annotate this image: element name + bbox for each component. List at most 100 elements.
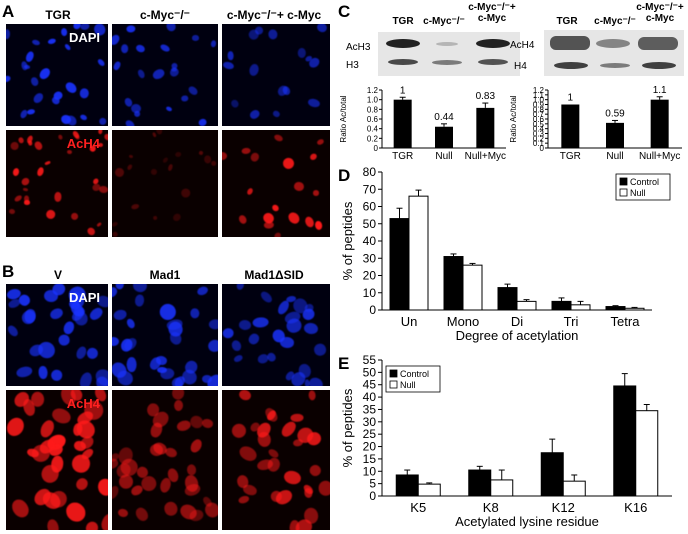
panel-c-label: C bbox=[338, 2, 351, 21]
micrograph-b-mad1dsid-dapi bbox=[222, 284, 330, 386]
x-tick-label: TGR bbox=[560, 151, 581, 162]
blot-lane-label: c-Myc⁻/⁻ bbox=[423, 16, 465, 27]
x-tick-label: Mono bbox=[447, 314, 480, 329]
bar bbox=[435, 126, 453, 148]
bar bbox=[476, 107, 495, 148]
bar-control bbox=[551, 300, 572, 311]
bar bbox=[393, 99, 412, 148]
y-tick-label: 0.9 bbox=[533, 101, 545, 110]
y-tick-label: 20 bbox=[363, 269, 377, 283]
y-tick-label: 30 bbox=[363, 415, 377, 429]
micrograph-a-rescue-dapi bbox=[222, 24, 330, 126]
data-label: 1 bbox=[400, 85, 406, 96]
y-axis-label: Ratio Ac/total bbox=[339, 95, 348, 142]
legend-swatch bbox=[389, 369, 398, 378]
y-tick-label: 1.0 bbox=[367, 96, 379, 105]
legend-label: Control bbox=[400, 369, 429, 379]
y-tick-label: 0 bbox=[369, 489, 376, 503]
data-label: 0.59 bbox=[605, 108, 625, 119]
bar-null bbox=[570, 304, 591, 311]
micrograph-a-tgr-dapi: DAPI bbox=[6, 24, 108, 126]
y-tick-label: 0.8 bbox=[533, 105, 545, 114]
y-tick-label: 35 bbox=[363, 402, 377, 416]
data-label: 1.1 bbox=[653, 85, 667, 96]
chart-c-left: 00.20.40.60.81.01.2 Ratio Ac/total 1 TGR 0.4… bbox=[339, 85, 506, 162]
y-tick-label: 40 bbox=[363, 390, 377, 404]
y-tick-label: 1.2 bbox=[533, 86, 545, 95]
stain-label-ach4: AcH4 bbox=[66, 396, 100, 411]
stain-label-ach4: AcH4 bbox=[66, 136, 100, 151]
bar bbox=[561, 104, 580, 148]
x-axis-label: Degree of acetylation bbox=[456, 328, 579, 343]
y-tick-label: 45 bbox=[363, 378, 377, 392]
blot-lane-label: c-Myc⁻/⁻+ c-Myc bbox=[468, 2, 516, 24]
legend-label: Control bbox=[630, 177, 659, 187]
stain-label-dapi: DAPI bbox=[68, 290, 100, 305]
panel-a-col-rescue: c-Myc⁻/⁻+ c-Myc bbox=[226, 8, 322, 22]
data-label: 1 bbox=[568, 93, 574, 104]
panel-a-label: A bbox=[2, 2, 15, 21]
y-tick-label: 0.6 bbox=[367, 115, 379, 124]
x-tick-label: K16 bbox=[624, 500, 647, 515]
y-tick-label: 0.4 bbox=[533, 125, 545, 134]
x-tick-label: Null+Myc bbox=[639, 151, 680, 162]
y-tick-label: 10 bbox=[363, 286, 377, 300]
blot-row-label: AcH4 bbox=[510, 40, 535, 51]
micrograph-a-tgr-ach4: AcH4 bbox=[6, 130, 108, 237]
y-tick-label: 50 bbox=[363, 365, 377, 379]
x-tick-label: Null bbox=[435, 151, 452, 162]
y-tick-label: 0.6 bbox=[533, 115, 545, 124]
panel-b-col-v: V bbox=[53, 268, 62, 282]
x-tick-label: Null bbox=[606, 151, 623, 162]
x-tick-label: Tri bbox=[564, 314, 579, 329]
y-tick-label: 1.0 bbox=[533, 96, 545, 105]
legend-label: Null bbox=[630, 188, 646, 198]
y-axis-label: % of peptides bbox=[340, 388, 355, 467]
bar-control bbox=[395, 474, 419, 497]
blot-lane-label: TGR bbox=[556, 16, 578, 27]
y-tick-label: 1.1 bbox=[533, 91, 545, 100]
panel-a-col-null: c-Myc⁻/⁻ bbox=[139, 8, 190, 22]
data-label: 0.83 bbox=[476, 91, 496, 102]
bar-control bbox=[540, 452, 564, 497]
micrograph-a-null-dapi bbox=[112, 24, 218, 126]
stain-label-dapi: DAPI bbox=[68, 30, 100, 45]
y-tick-label: 10 bbox=[363, 464, 377, 478]
blot-lane-label: c-Myc⁻/⁻ bbox=[594, 16, 636, 27]
y-tick-label: 5 bbox=[369, 477, 376, 491]
bar-null bbox=[562, 480, 586, 497]
micrograph-b-mad1-dapi bbox=[112, 284, 218, 386]
y-tick-label: 55 bbox=[363, 354, 377, 367]
x-tick-label: K8 bbox=[483, 500, 499, 515]
y-tick-label: 70 bbox=[363, 182, 377, 196]
bar-null bbox=[490, 479, 514, 497]
y-tick-label: 0.3 bbox=[533, 130, 545, 139]
y-tick-label: 30 bbox=[363, 251, 377, 265]
micrograph-b-mad1-ach4 bbox=[112, 390, 218, 530]
bar-control bbox=[389, 218, 410, 311]
chart-c-right: 00.10.20.30.40.50.60.70.80.91.01.11.2Rat… bbox=[509, 85, 682, 162]
western-blot-ach4-h4 bbox=[544, 30, 684, 76]
legend-swatch bbox=[619, 177, 628, 186]
micrograph-a-null-ach4 bbox=[112, 130, 218, 237]
panel-b-col-mad1: Mad1 bbox=[149, 268, 181, 282]
blot-row-label: H3 bbox=[346, 60, 359, 71]
y-tick-label: 50 bbox=[363, 217, 377, 231]
western-blot-ach3-h3 bbox=[378, 32, 520, 76]
bar-null bbox=[635, 410, 659, 497]
bar-null bbox=[408, 195, 429, 311]
y-tick-label: 60 bbox=[363, 200, 377, 214]
panel-b-label: B bbox=[2, 262, 15, 281]
y-tick-label: 0 bbox=[540, 144, 545, 153]
micrograph-b-mad1dsid-ach4 bbox=[222, 390, 330, 530]
micrograph-a-rescue-ach4 bbox=[222, 130, 330, 237]
x-tick-label: K12 bbox=[552, 500, 575, 515]
y-tick-label: 0.2 bbox=[533, 134, 545, 143]
bar bbox=[650, 99, 669, 148]
y-axis-label: Ratio Ac/total bbox=[509, 95, 518, 142]
x-tick-label: Null+Myc bbox=[465, 151, 506, 162]
blot-row-label: AcH3 bbox=[346, 42, 371, 53]
chart-d: 0 10 20 30 40 50 60 70 80 % of peptides Degree of … bbox=[340, 165, 671, 343]
x-tick-label: Un bbox=[401, 314, 418, 329]
